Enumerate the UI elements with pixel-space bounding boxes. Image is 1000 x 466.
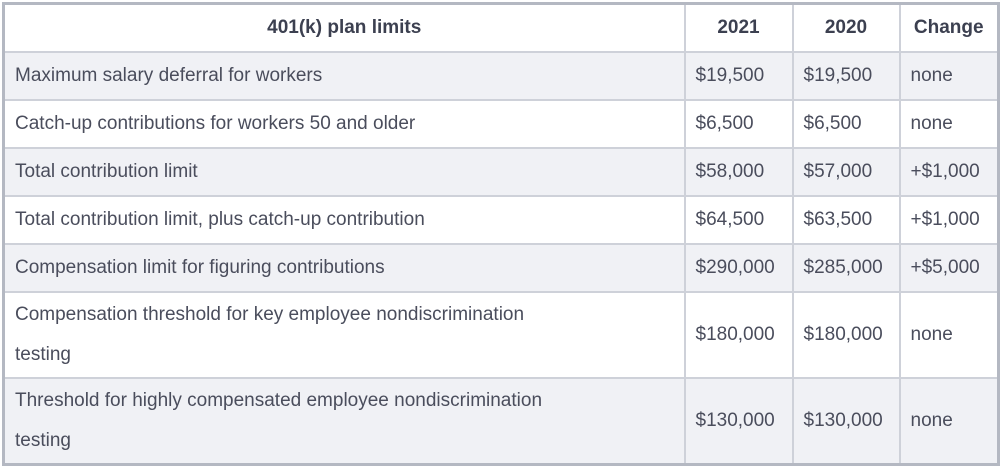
value-2020-cell: $130,000 [791,377,901,466]
header-row: 401(k) plan limits 2021 2020 Change [2,2,1000,53]
change-cell: +$1,000 [898,147,1000,197]
value-2020-cell: $285,000 [791,243,901,293]
header-change: Change [898,2,1000,53]
value-2021-cell: $6,500 [683,99,794,149]
value-2020-cell: $19,500 [791,51,901,101]
table-row: Compensation limit for figuring contribu… [2,243,1000,293]
table-body: Maximum salary deferral for workers $19,… [2,51,1000,466]
row-label-cell: Total contribution limit, plus catch-up … [2,195,686,245]
table-row: Threshold for highly compensated employe… [2,377,1000,466]
change-cell: +$5,000 [898,243,1000,293]
row-label-cell: Catch-up contributions for workers 50 an… [2,99,686,149]
value-2021-cell: $58,000 [683,147,794,197]
value-2021-cell: $290,000 [683,243,794,293]
row-label-cell: Compensation limit for figuring contribu… [2,243,686,293]
row-label: Threshold for highly compensated employe… [15,390,543,451]
value-2021-cell: $180,000 [683,291,794,379]
change-cell: none [898,51,1000,101]
change-cell: +$1,000 [898,195,1000,245]
table-header: 401(k) plan limits 2021 2020 Change [2,2,1000,53]
row-label-cell: Maximum salary deferral for workers [2,51,686,101]
row-label: Catch-up contributions for workers 50 an… [15,112,416,134]
header-2020: 2020 [791,2,901,53]
value-2021-cell: $19,500 [683,51,794,101]
table-row: Total contribution limit, plus catch-up … [2,195,1000,245]
header-plan-limits: 401(k) plan limits [2,2,686,53]
value-2020-cell: $63,500 [791,195,901,245]
value-2020-cell: $180,000 [791,291,901,379]
row-label-cell: Total contribution limit [2,147,686,197]
value-2020-cell: $6,500 [791,99,901,149]
row-label: Total contribution limit, plus catch-up … [15,208,425,230]
row-label: Maximum salary deferral for workers [15,64,323,86]
row-label: Compensation limit for figuring contribu… [15,256,385,278]
table-row: Compensation threshold for key employee … [2,291,1000,379]
row-label: Compensation threshold for key employee … [15,304,525,365]
value-2021-cell: $130,000 [683,377,794,466]
value-2020-cell: $57,000 [791,147,901,197]
table-row: Catch-up contributions for workers 50 an… [2,99,1000,149]
row-label: Total contribution limit [15,160,198,182]
change-cell: none [898,377,1000,466]
change-cell: none [898,291,1000,379]
value-2021-cell: $64,500 [683,195,794,245]
table-row: Maximum salary deferral for workers $19,… [2,51,1000,101]
row-label-cell: Compensation threshold for key employee … [2,291,686,379]
table-row: Total contribution limit $58,000 $57,000… [2,147,1000,197]
row-label-cell: Threshold for highly compensated employe… [2,377,686,466]
change-cell: none [898,99,1000,149]
header-2021: 2021 [683,2,794,53]
